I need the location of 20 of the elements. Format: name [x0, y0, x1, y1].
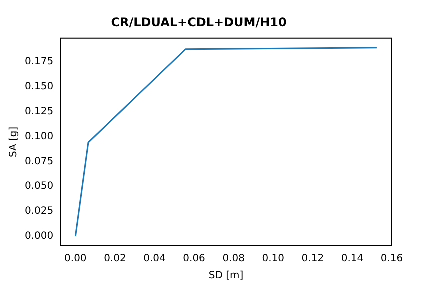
y-tick-label: 0.125 — [24, 106, 54, 118]
y-tick-label: 0.025 — [24, 206, 54, 218]
y-tick-label: 0.000 — [24, 231, 54, 242]
x-tick-label: 0.16 — [380, 254, 404, 265]
chart-title: CR/LDUAL+CDL+DUM/H10 — [111, 15, 287, 30]
y-tick-label: 0.075 — [24, 156, 54, 168]
x-tick-label: 0.02 — [104, 254, 126, 265]
y-tick-label: 0.050 — [24, 181, 54, 192]
x-tick-label: 0.14 — [341, 254, 364, 265]
x-tick-label: 0.04 — [144, 254, 166, 265]
x-tick-label: 0.08 — [222, 254, 245, 265]
x-tick-label: 0.10 — [262, 254, 285, 265]
x-axis-title: SD [m] — [208, 270, 244, 282]
y-axis-title: SA [g] — [8, 126, 20, 158]
x-tick-label: 0.06 — [183, 254, 206, 265]
y-tick-label: 0.175 — [24, 56, 54, 68]
y-tick-label: 0.100 — [24, 131, 54, 142]
y-tick-label: 0.150 — [24, 81, 54, 92]
x-tick-label: 0.00 — [64, 254, 87, 265]
x-tick-label: 0.12 — [302, 254, 324, 265]
